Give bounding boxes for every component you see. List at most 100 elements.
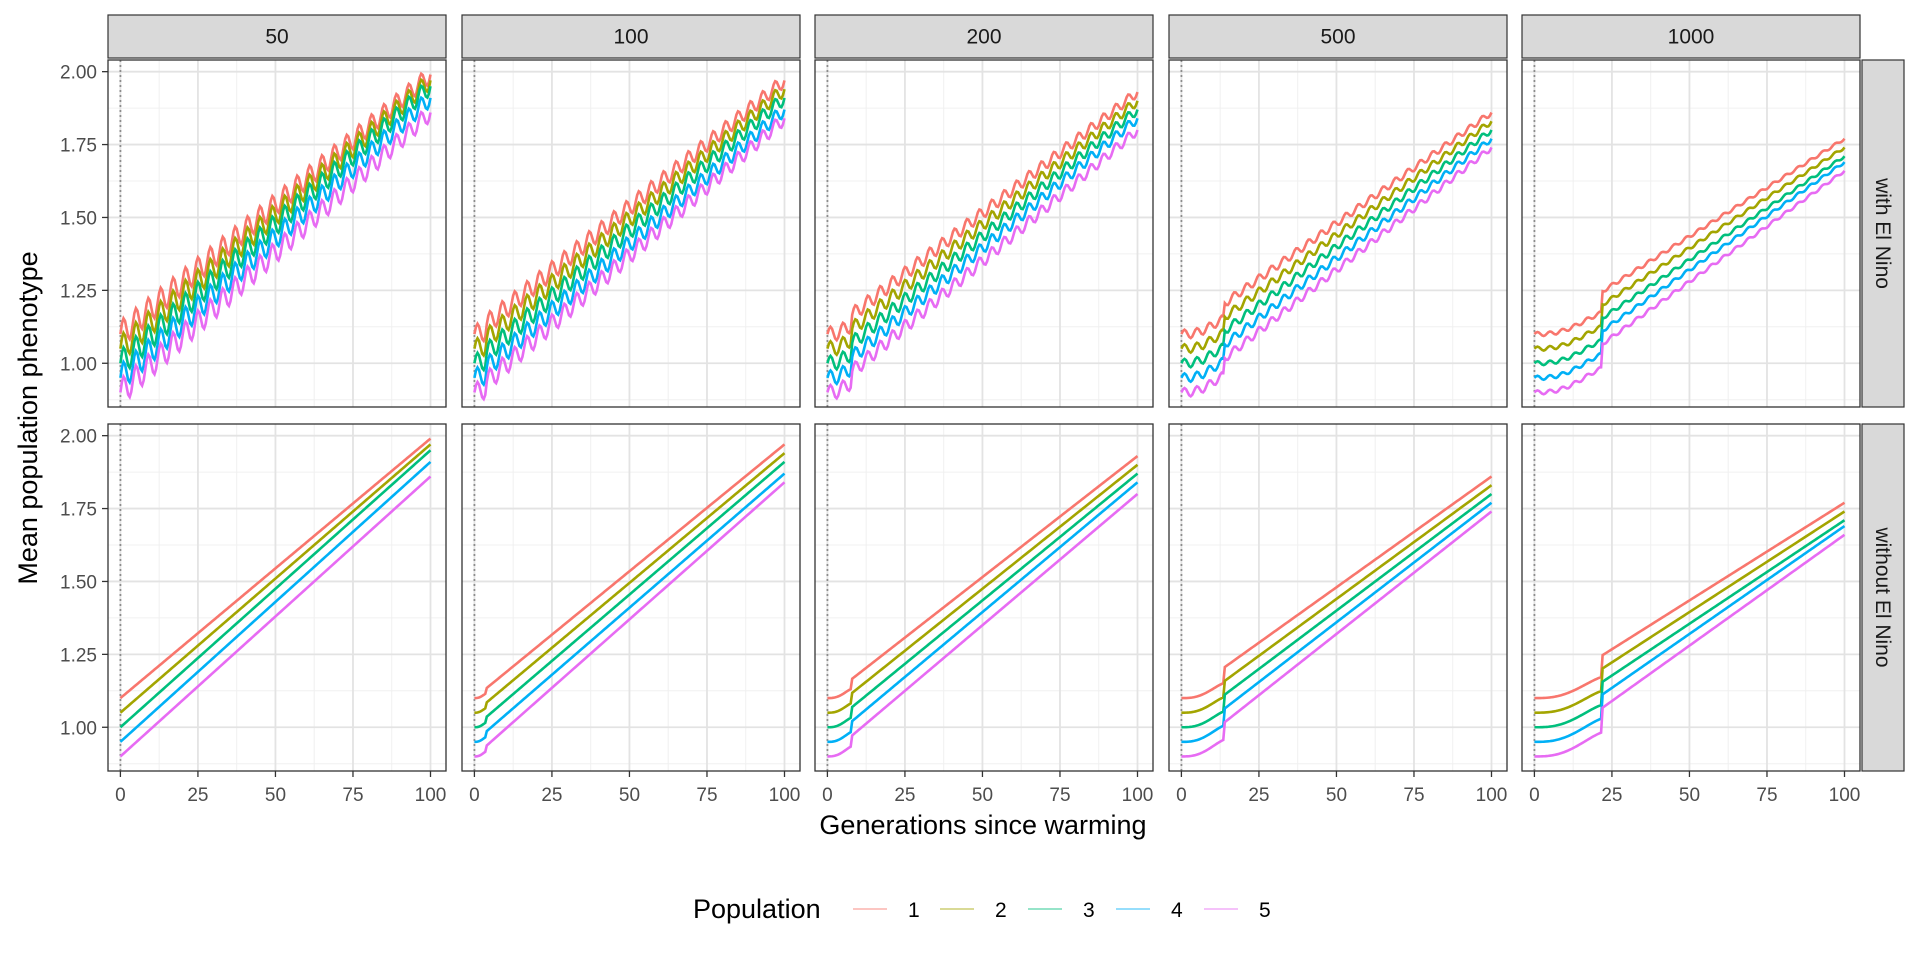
x-tick-label: 0 (469, 785, 480, 806)
series-line-pop-1 (826, 91, 1139, 343)
x-tick-label: 50 (1326, 785, 1347, 806)
series-line-pop-3 (1534, 519, 1846, 729)
series-line-pop-2 (1534, 510, 1846, 714)
row-strip-box (1861, 423, 1905, 772)
facet-strip-label: 500 (1320, 26, 1355, 49)
series-line-pop-3 (1181, 492, 1493, 729)
panel-background (815, 60, 1153, 407)
series-line-pop-1 (1533, 137, 1846, 338)
facet-strip-box (461, 14, 801, 59)
legend-label: 4 (1171, 899, 1183, 922)
series-line-pop-1 (119, 437, 432, 700)
series-line-pop-2 (826, 100, 1139, 357)
series-line-pop-1 (1181, 475, 1493, 700)
series-line-pop-4 (1533, 161, 1846, 382)
facet-strip-500: 500 (1168, 14, 1508, 59)
series-line-pop-1 (474, 443, 786, 700)
series-line-pop-1 (1534, 501, 1846, 700)
panel-1000-with (1521, 59, 1861, 408)
legend-label: 2 (995, 899, 1007, 922)
panel-500-with (1168, 59, 1508, 408)
series-line-pop-4 (119, 95, 432, 386)
x-tick-label: 0 (1529, 785, 1540, 806)
x-tick-label: 25 (541, 785, 562, 806)
y-tick-label: 1.00 (60, 354, 97, 375)
panel-200-with (814, 59, 1154, 408)
panel-border (107, 59, 447, 408)
series-line-pop-4 (474, 472, 786, 744)
series-line-pop-2 (474, 452, 786, 714)
y-tick-label: 1.25 (60, 281, 97, 302)
panel-200-without (814, 423, 1154, 772)
panel-background (1522, 424, 1860, 771)
series-line-pop-4 (826, 117, 1139, 386)
x-tick-label: 75 (1756, 785, 1777, 806)
facet-strip-50: 50 (107, 14, 447, 59)
panel-500-without (1168, 423, 1508, 772)
panel-100-with (461, 59, 801, 408)
series-line-pop-5 (119, 475, 432, 758)
facet-strip-label: 100 (613, 26, 648, 49)
row-strip-with: with El Nino (1861, 59, 1905, 408)
legend-title: Population (693, 894, 821, 924)
facet-strip-box (1521, 14, 1861, 59)
x-tick-label: 75 (1403, 785, 1424, 806)
series-line-pop-3 (1533, 155, 1846, 367)
series-line-pop-5 (827, 492, 1139, 758)
y-tick-label: 2.00 (60, 63, 97, 84)
series-line-pop-3 (119, 83, 432, 372)
series-line-pop-5 (1180, 146, 1493, 398)
y-tick-label: 1.75 (60, 500, 97, 521)
series-line-pop-1 (473, 79, 786, 344)
panel-50-without (107, 423, 447, 772)
x-axis-title: Generations since warming (819, 810, 1146, 840)
panel-border (814, 59, 1154, 408)
row-strip-label: without El Nino (1871, 526, 1894, 667)
series-line-pop-4 (827, 481, 1139, 744)
row-strip-box (1861, 59, 1905, 408)
series-line-pop-2 (119, 77, 432, 357)
y-tick-label: 1.75 (60, 136, 97, 157)
x-tick-label: 100 (769, 785, 801, 806)
panel-border (107, 423, 447, 772)
series-line-pop-4 (1181, 501, 1493, 744)
series-line-pop-5 (119, 110, 432, 401)
series-line-pop-1 (119, 71, 432, 343)
series-line-pop-1 (1180, 111, 1493, 340)
panel-100-without (461, 423, 801, 772)
series-line-pop-5 (473, 117, 786, 402)
facet-strip-box (107, 14, 447, 59)
series-line-pop-2 (827, 463, 1139, 714)
series-line-pop-2 (119, 443, 432, 714)
x-tick-label: 50 (265, 785, 286, 806)
facet-strip-100: 100 (461, 14, 801, 59)
x-tick-label: 50 (972, 785, 993, 806)
facet-panels: 50 100 200 500 1000 with El Nino without El Ni… (107, 14, 1905, 772)
legend-label: 5 (1259, 899, 1271, 922)
panel-border (461, 423, 801, 772)
x-tick-label: 0 (1176, 785, 1187, 806)
panel-background (108, 424, 446, 771)
panel-border (814, 423, 1154, 772)
legend-entry-4: 4 (1116, 899, 1183, 922)
series-line-pop-5 (1181, 510, 1493, 758)
series-line-pop-2 (1533, 146, 1846, 352)
series-line-pop-5 (1533, 170, 1846, 396)
series-line-pop-4 (1180, 138, 1493, 384)
series-line-pop-3 (473, 97, 786, 373)
axes: 1.00 1.25 1.50 1.75 2.00 1.00 1.25 1.50 1.75 2.00… (60, 63, 1860, 806)
series-line-pop-4 (473, 109, 786, 388)
legend-entry-3: 3 (1028, 899, 1095, 922)
series-line-pop-5 (826, 129, 1139, 401)
legend-label: 3 (1083, 899, 1095, 922)
series-line-pop-3 (826, 109, 1139, 372)
series-line-pop-2 (1181, 484, 1493, 714)
x-tick-label: 100 (415, 785, 447, 806)
x-tick-label: 0 (115, 785, 126, 806)
legend-entry-5: 5 (1204, 899, 1271, 922)
series-line-pop-3 (1180, 129, 1493, 369)
series-line-pop-2 (1180, 120, 1493, 355)
x-tick-label: 75 (696, 785, 717, 806)
legend: Population 1 2 3 4 5 (693, 894, 1271, 924)
